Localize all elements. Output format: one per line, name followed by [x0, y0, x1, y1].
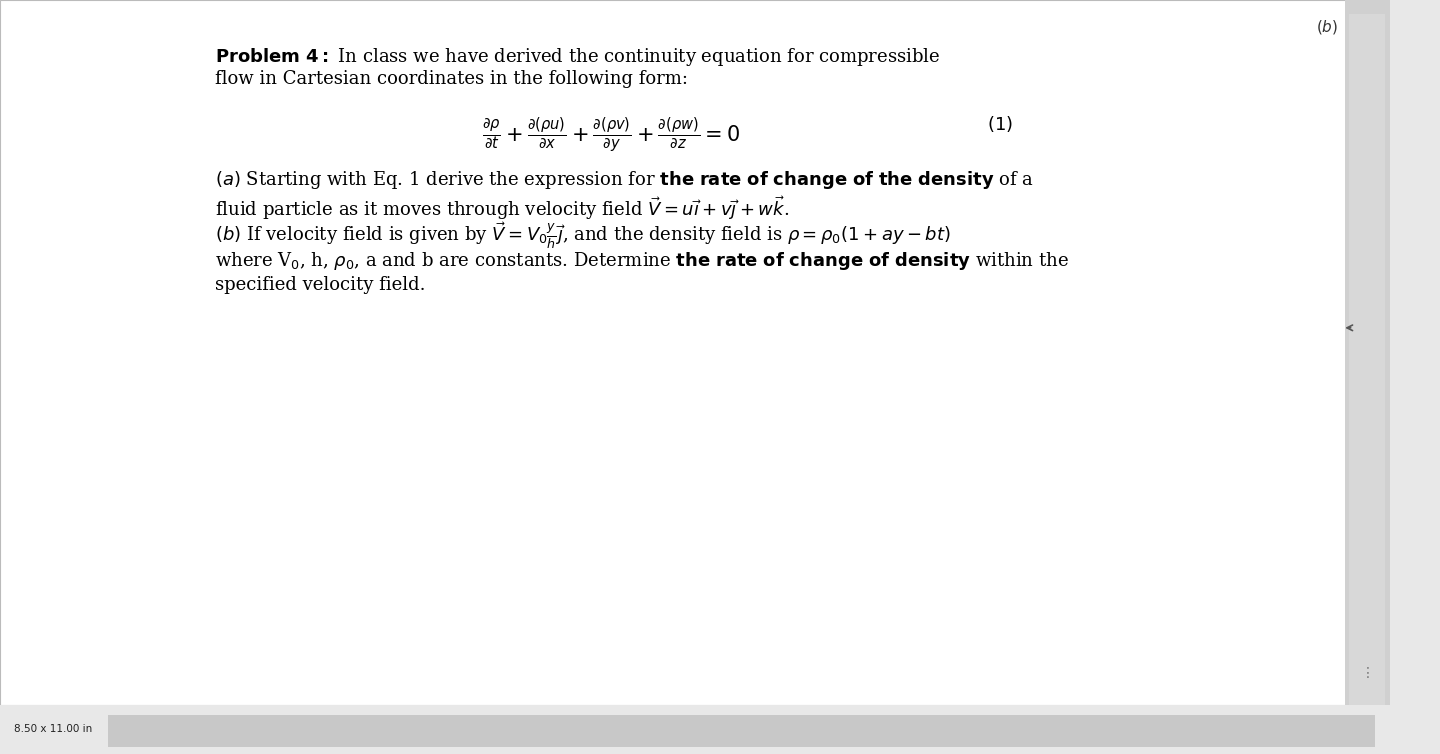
Text: $\mathit{(a)}$ Starting with Eq. 1 derive the expression for $\mathbf{the\ rate\: $\mathit{(a)}$ Starting with Eq. 1 deriv… [216, 169, 1034, 192]
Text: where V$_0$, h, $\rho_0$, a and b are constants. Determine $\mathbf{the\ rate\ o: where V$_0$, h, $\rho_0$, a and b are co… [216, 250, 1070, 272]
Text: $\mathit{(b)}$ If velocity field is given by $\vec{V} = V_0\frac{y}{h}\vec{\jmat: $\mathit{(b)}$ If velocity field is give… [216, 220, 952, 250]
Text: fluid particle as it moves through velocity field $\vec{V} = u\vec{\imath} + v\v: fluid particle as it moves through veloc… [216, 195, 789, 222]
Bar [1349, 14, 1385, 705]
Text: 8.50 x 11.00 in: 8.50 x 11.00 in [14, 725, 92, 734]
Text: ⋮: ⋮ [1361, 667, 1374, 680]
Bar [1345, 0, 1390, 705]
Text: flow in Cartesian coordinates in the following form:: flow in Cartesian coordinates in the fol… [216, 71, 688, 88]
Text: specified velocity field.: specified velocity field. [216, 276, 426, 293]
Text: $(1)$: $(1)$ [986, 114, 1012, 134]
Text: $\frac{\partial \rho}{\partial t} + \frac{\partial(\rho u)}{\partial x} + \frac{: $\frac{\partial \rho}{\partial t} + \fra… [482, 116, 740, 155]
Text: $(b)$: $(b)$ [1316, 17, 1338, 35]
Text: $\mathbf{Problem\ 4:}$ In class we have derived the continuity equation for comp: $\mathbf{Problem\ 4:}$ In class we have … [216, 46, 940, 68]
Bar [108, 715, 1375, 746]
